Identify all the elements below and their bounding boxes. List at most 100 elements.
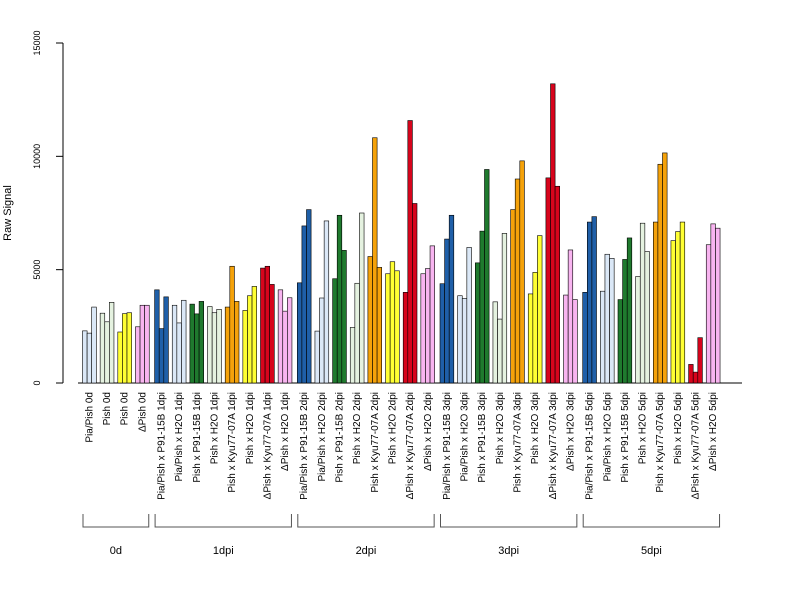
bar	[617, 299, 623, 384]
condition-label: Pish x P91-15B 3dpi	[477, 392, 488, 483]
bar	[626, 237, 633, 384]
bar	[519, 160, 525, 384]
bar	[269, 284, 275, 384]
bar	[336, 214, 343, 384]
condition-label: ΔPish x Kyu77-07A 5dpi	[691, 392, 702, 499]
condition-label: Pish x H2O 3dpi	[530, 392, 541, 464]
bar	[224, 306, 231, 384]
bar	[211, 312, 218, 384]
bar	[216, 309, 222, 384]
condition-label: ΔPish x H2O 1dpi	[280, 392, 291, 471]
bar	[572, 299, 578, 384]
condition-label: ΔPish x Kyu77-07A 2dpi	[405, 392, 416, 499]
bar	[479, 230, 485, 384]
bar	[514, 178, 521, 384]
condition-label: ΔPish x H2O 2dpi	[423, 392, 434, 471]
bar	[692, 371, 699, 384]
bar	[394, 270, 400, 384]
bar	[117, 331, 123, 384]
bar	[609, 258, 615, 384]
bar	[242, 310, 248, 384]
bar	[99, 312, 106, 384]
bar	[550, 83, 556, 384]
condition-label: ΔPish x Kyu77-07A 3dpi	[548, 392, 559, 499]
bar	[545, 177, 551, 384]
bar	[407, 120, 413, 384]
bar	[622, 259, 628, 384]
bar	[710, 223, 716, 384]
bar	[251, 286, 257, 384]
bar	[349, 327, 356, 384]
bar	[697, 337, 703, 384]
condition-label: ΔPish 0d	[137, 392, 148, 432]
condition-label: Pish x P91-15B 1dpi	[192, 392, 203, 483]
bar	[282, 310, 288, 384]
bar	[341, 250, 347, 384]
bar	[688, 364, 694, 384]
group-bracket	[82, 514, 150, 528]
bar	[554, 185, 560, 384]
condition-label: Pish 0d	[120, 392, 131, 425]
bar	[189, 303, 195, 384]
condition-label: Pish x P91-15B 5dpi	[620, 392, 631, 483]
bar	[135, 326, 141, 384]
bar	[563, 294, 569, 384]
condition-label: Pish x P91-15B 2dpi	[335, 392, 346, 483]
bar	[354, 282, 360, 384]
bar	[501, 233, 508, 384]
bars	[82, 83, 721, 384]
bar	[644, 251, 650, 384]
bar	[260, 267, 266, 384]
bar	[306, 209, 312, 384]
group-label: 1dpi	[213, 545, 234, 557]
condition-labels: Pia/Pish 0d Pish 0d Pish 0d ΔPish 0d Pia/Pis…	[84, 392, 719, 500]
bar	[679, 221, 686, 384]
condition-label: Pish x Kyu77-07A 5dpi	[655, 392, 666, 493]
bar	[444, 238, 450, 384]
bar	[181, 299, 187, 384]
bar	[314, 330, 320, 384]
bar	[425, 268, 431, 384]
y-tick-label: 15000	[32, 30, 42, 55]
condition-label: Pia/Pish 0d	[84, 392, 95, 443]
bar	[82, 330, 88, 384]
condition-label: Pish x H2O 2dpi	[387, 392, 398, 464]
condition-label: Pish x H2O 2dpi	[352, 392, 363, 464]
group-label: 0d	[110, 545, 122, 557]
condition-label: Pia/Pish x P91-15B 2dpi	[299, 392, 310, 500]
bar	[537, 235, 543, 384]
bar	[171, 304, 178, 384]
bar	[247, 295, 253, 384]
condition-label: Pish x H2O 5dpi	[638, 392, 649, 464]
bar	[372, 137, 378, 384]
bar	[139, 304, 145, 384]
bar	[359, 212, 365, 384]
bar	[484, 169, 490, 384]
group-brackets: 0d 1dpi 2dpi 3dpi 5dpi	[82, 514, 721, 557]
bar	[635, 276, 641, 384]
bar	[600, 290, 606, 384]
bar	[126, 312, 132, 384]
bar	[527, 293, 534, 384]
condition-label: ΔPish x Kyu77-07A 1dpi	[262, 392, 273, 499]
bar	[376, 267, 383, 384]
bar	[705, 244, 712, 384]
bar	[367, 256, 373, 384]
bar	[567, 249, 574, 384]
bar	[461, 298, 468, 384]
bar	[532, 272, 538, 384]
y-tick-label: 10000	[32, 144, 42, 169]
bar	[497, 318, 503, 384]
bar	[176, 322, 182, 384]
group-bracket	[440, 514, 578, 528]
bar	[86, 332, 92, 384]
y-tick-label: 0	[32, 380, 42, 385]
bar	[154, 289, 160, 384]
group-bracket	[154, 514, 292, 528]
bar	[319, 297, 325, 384]
condition-label: Pia/Pish x P91-15B 3dpi	[442, 392, 453, 500]
bar	[207, 306, 213, 384]
condition-label: Pish x H2O 1dpi	[245, 392, 256, 464]
condition-label: Pia/Pish x H2O 1dpi	[174, 392, 185, 482]
